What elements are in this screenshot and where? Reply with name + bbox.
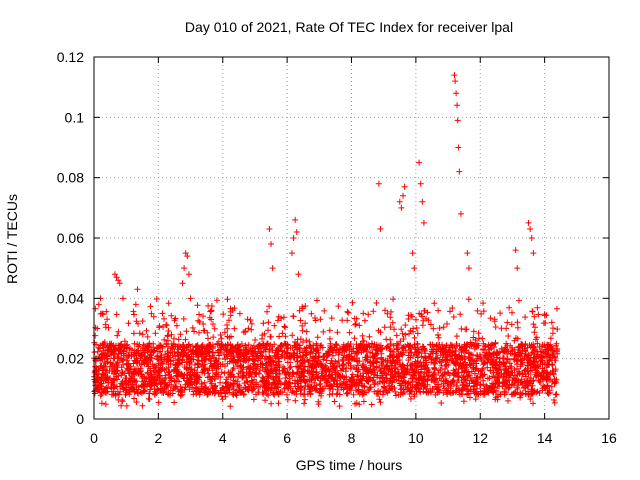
data-point [454, 102, 461, 109]
data-point [456, 168, 463, 175]
grid-lines [94, 57, 609, 419]
data-point [181, 265, 188, 272]
x-tick-label: 0 [90, 430, 98, 446]
data-point [530, 250, 537, 257]
data-point [451, 72, 458, 79]
data-point [113, 274, 120, 281]
x-tick-label: 10 [408, 430, 424, 446]
data-point [179, 280, 186, 287]
y-tick-label: 0.02 [57, 351, 84, 367]
data-point [420, 219, 427, 226]
data-point [95, 301, 102, 308]
data-point [453, 90, 460, 97]
data-point [528, 235, 535, 241]
data-point [187, 295, 194, 302]
data-point [417, 180, 424, 187]
x-axis-label: GPS time / hours [296, 457, 403, 473]
y-tick-label: 0.12 [57, 49, 84, 65]
data-point [377, 225, 384, 232]
x-tick-label: 6 [283, 430, 291, 446]
data-point [527, 225, 534, 232]
x-tick-label: 2 [154, 430, 162, 446]
data-point [292, 216, 299, 223]
data-point [182, 250, 189, 257]
data-point [452, 78, 459, 85]
y-tick-label: 0 [76, 411, 84, 427]
y-axis-label: ROTI / TECUs [4, 194, 20, 284]
data-point [288, 250, 295, 257]
data-point [401, 183, 408, 190]
x-tick-label: 8 [348, 430, 356, 446]
data-point [116, 280, 123, 287]
data-point [293, 228, 300, 235]
data-point [290, 235, 297, 241]
data-point [295, 271, 302, 278]
data-point [396, 198, 403, 205]
y-tick-label: 0.08 [57, 170, 84, 186]
data-point [411, 265, 418, 272]
data-point [111, 271, 118, 278]
data-point [115, 277, 122, 284]
data-point [398, 204, 405, 211]
y-tick-label: 0.04 [57, 290, 84, 306]
data-point [132, 301, 139, 308]
data-point [419, 198, 426, 205]
data-point [400, 192, 406, 199]
data-cloud [91, 295, 561, 410]
data-point [269, 265, 276, 272]
data-point [185, 271, 192, 278]
x-tick-label: 12 [472, 430, 488, 446]
data-point [184, 253, 191, 260]
x-tick-label: 14 [537, 430, 553, 446]
data-point [464, 250, 471, 257]
data-point [465, 265, 472, 272]
y-tick-label: 0.06 [57, 230, 84, 246]
y-tick-label: 0.1 [65, 109, 85, 125]
data-cloud-marks [91, 295, 561, 410]
data-point [409, 250, 416, 257]
data-point [525, 219, 532, 226]
data-points [92, 72, 537, 362]
data-point [457, 210, 464, 217]
data-point [454, 117, 461, 124]
axes: 0 2 4 6 8 10 12 14 16 0 0.02 0.04 0.06 0.08 0.1 0.12 [57, 49, 617, 446]
x-tick-label: 16 [601, 430, 617, 446]
data-point [94, 325, 101, 332]
data-point [455, 144, 462, 151]
data-point [416, 159, 423, 166]
data-point [266, 225, 273, 232]
data-point [268, 241, 275, 248]
data-point [514, 265, 521, 272]
data-point [512, 247, 519, 254]
data-point [99, 310, 106, 317]
data-point [375, 180, 382, 187]
x-tick-label: 4 [219, 430, 227, 446]
data-point [134, 286, 141, 293]
data-point [100, 340, 107, 347]
chart-title: Day 010 of 2021, Rate Of TEC Index for r… [185, 19, 513, 35]
